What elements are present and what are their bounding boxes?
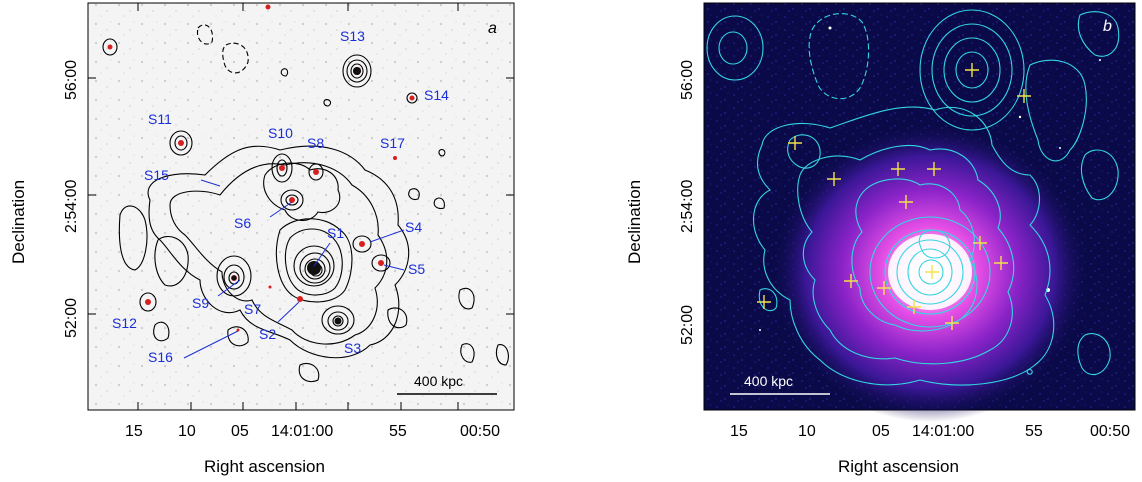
panel-b-xtick-1: 10	[798, 423, 816, 440]
panel-b-xlabel: Right ascension	[838, 457, 959, 476]
source-label-s11: S11	[148, 111, 172, 127]
panel-a-ytick-2: 52:00	[63, 298, 80, 338]
panel-a-scale-label: 400 kpc	[414, 373, 463, 389]
source-label-s7: S7	[244, 301, 261, 317]
panel-b-ylabel: Declination	[625, 180, 644, 264]
panel-a-xtick-5: 00:50	[460, 423, 500, 440]
panel-b-xtick-4: 55	[1025, 423, 1043, 440]
panel-b-ytick-1: 2:54:00	[679, 180, 696, 233]
source-label-s16: S16	[148, 349, 173, 365]
source-label-s13: S13	[340, 28, 365, 44]
panel-a-xlabel: Right ascension	[204, 457, 325, 476]
panel-a-xtick-4: 55	[389, 423, 407, 440]
source-label-s5: S5	[408, 261, 425, 277]
panel-a: S1 S2 S3 S4 S5 S6 S7 S8 S9 S10 S11 S12 S…	[9, 3, 514, 476]
source-label-s3: S3	[344, 340, 361, 356]
source-label-s9: S9	[192, 295, 209, 311]
source-label-s1: S1	[327, 225, 344, 241]
source-label-s15: S15	[144, 167, 169, 183]
source-label-s12: S12	[112, 315, 137, 331]
panel-a-xtick-2: 05	[231, 423, 249, 440]
panel-b: b 400 kpc 15 10 05 14:01:00 55 00:50 56:…	[625, 3, 1135, 476]
source-label-s14: S14	[424, 87, 449, 103]
panel-a-ytick-1: 2:54:00	[63, 180, 80, 233]
panel-a-label: a	[488, 20, 497, 37]
panel-a-ytick-0: 56:00	[63, 60, 80, 100]
panel-b-ytick-0: 56:00	[679, 60, 696, 100]
panel-b-label: b	[1103, 18, 1112, 35]
source-label-s6: S6	[234, 215, 251, 231]
source-label-s2: S2	[259, 326, 276, 342]
panel-b-ytick-2: 52:00	[679, 305, 696, 345]
panel-b-xtick-5: 00:50	[1090, 423, 1130, 440]
panel-b-scale-label: 400 kpc	[744, 373, 793, 389]
panel-b-xtick-3: 14:01:00	[912, 423, 974, 440]
panel-b-xtick-2: 05	[872, 423, 890, 440]
panel-a-ylabel: Declination	[9, 180, 28, 264]
panel-b-xtick-0: 15	[730, 423, 748, 440]
panel-a-xtick-0: 15	[125, 423, 143, 440]
source-label-s4: S4	[405, 219, 422, 235]
source-label-s17: S17	[380, 135, 405, 151]
source-label-s8: S8	[307, 135, 324, 151]
source-label-s10: S10	[268, 125, 293, 141]
panel-a-xtick-1: 10	[178, 423, 196, 440]
panel-a-xtick-3: 14:01:00	[271, 423, 333, 440]
